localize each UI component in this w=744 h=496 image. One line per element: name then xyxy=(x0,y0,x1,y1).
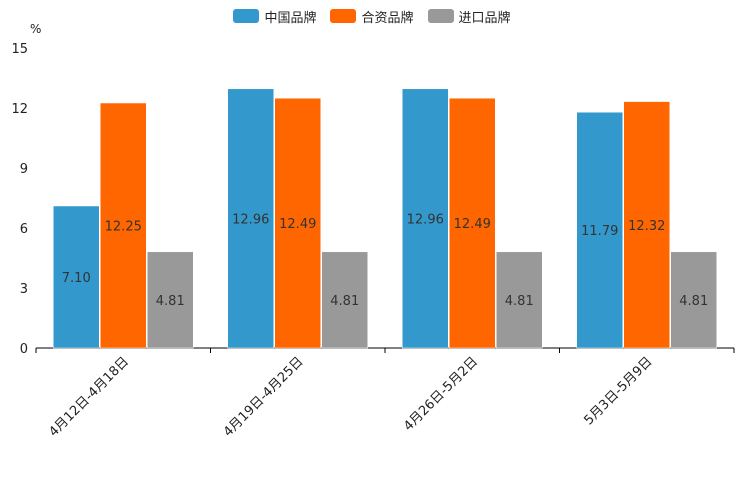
data-label: 12.96 xyxy=(407,212,444,227)
data-label: 12.49 xyxy=(454,217,491,232)
bar xyxy=(53,205,100,349)
data-label: 4.81 xyxy=(505,294,534,309)
bar xyxy=(100,102,147,349)
bar xyxy=(321,251,368,349)
data-label: 12.25 xyxy=(105,220,142,235)
x-tick-label: 5月3日-5月9日 xyxy=(581,354,655,428)
y-tick-label: 3 xyxy=(20,282,28,297)
data-label: 4.81 xyxy=(330,294,359,309)
y-axis-unit-label: % xyxy=(30,22,41,36)
legend-item-china[interactable]: 中国品牌 xyxy=(233,7,316,26)
x-tick-label: 4月19日-4月25日 xyxy=(221,354,307,440)
data-label: 4.81 xyxy=(679,294,708,309)
legend-label-china: 中国品牌 xyxy=(264,10,317,26)
data-label: 4.81 xyxy=(156,294,185,309)
y-tick-label: 0 xyxy=(20,342,28,357)
bar xyxy=(274,97,321,349)
x-tick-label: 4月26日-5月2日 xyxy=(401,354,481,434)
bar xyxy=(496,251,543,349)
legend-swatch-joint xyxy=(330,9,357,23)
data-label: 12.49 xyxy=(279,217,316,232)
legend: 中国品牌 合资品牌 进口品牌 xyxy=(0,6,744,26)
legend-item-import[interactable]: 进口品牌 xyxy=(427,7,511,26)
bar xyxy=(623,101,670,349)
legend-item-joint[interactable]: 合资品牌 xyxy=(330,7,414,26)
bar xyxy=(670,251,717,349)
bar xyxy=(147,251,194,349)
bar xyxy=(449,97,496,349)
legend-swatch-china xyxy=(233,9,260,23)
y-tick-label: 12 xyxy=(11,102,28,117)
legend-label-joint: 合资品牌 xyxy=(361,10,414,26)
bar xyxy=(402,88,449,349)
bar xyxy=(227,88,274,349)
bar xyxy=(576,111,623,349)
legend-swatch-import xyxy=(427,9,454,23)
data-label: 7.10 xyxy=(62,271,91,286)
y-tick-label: 9 xyxy=(20,162,28,177)
data-label: 12.96 xyxy=(232,212,269,227)
legend-label-import: 进口品牌 xyxy=(458,10,511,26)
y-tick-label: 6 xyxy=(20,222,28,237)
y-tick-label: 15 xyxy=(11,42,28,57)
data-label: 11.79 xyxy=(581,224,618,239)
data-label: 12.32 xyxy=(628,219,665,234)
x-tick-label: 4月12日-4月18日 xyxy=(46,354,132,440)
